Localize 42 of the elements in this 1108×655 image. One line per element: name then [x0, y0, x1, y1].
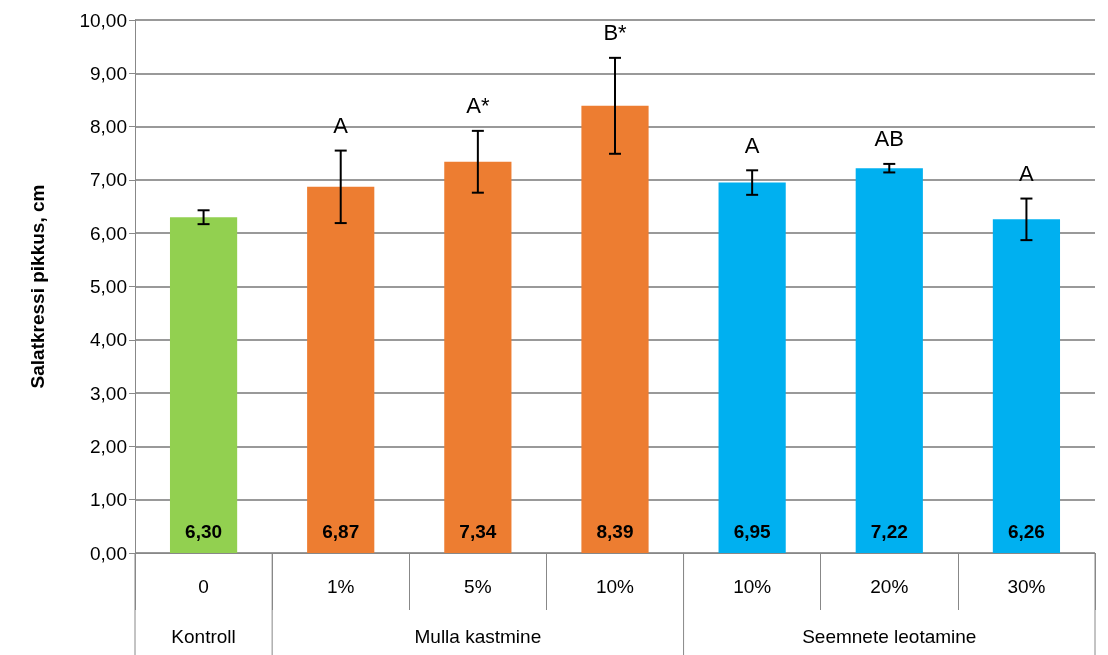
- data-label: 6,30: [185, 521, 223, 542]
- bar: [581, 105, 649, 553]
- bar: [855, 168, 923, 553]
- y-axis-title: Salatkressi pikkus, cm: [27, 184, 48, 389]
- annotation: A: [1019, 161, 1035, 187]
- x-tick-label: 5%: [464, 576, 492, 597]
- y-tick-label: 5,00: [90, 276, 127, 297]
- data-label: 6,87: [322, 521, 360, 542]
- annotation: AB: [874, 126, 904, 152]
- x-tick-label: 0: [198, 576, 209, 597]
- annotation: A*: [466, 93, 490, 119]
- bar: [718, 182, 786, 553]
- y-tick-label: 2,00: [90, 435, 127, 457]
- bar: [307, 186, 375, 553]
- bar: [992, 219, 1061, 553]
- y-tick-label: 6,00: [90, 222, 127, 244]
- bar: [444, 161, 512, 553]
- y-tick-label: 8,00: [90, 116, 127, 138]
- text: Kontroll: [171, 625, 236, 647]
- y-tick-label: 3,00: [90, 382, 127, 404]
- x-tick-label: 20%: [870, 576, 909, 597]
- x-tick-label: 30%: [1007, 576, 1046, 597]
- y-tick-label: 7,00: [90, 169, 127, 191]
- bar: [169, 217, 238, 553]
- data-label: 7,34: [459, 521, 497, 542]
- y-tick-label: 1,00: [90, 489, 127, 511]
- text: Seemnete leotamine: [802, 625, 977, 647]
- annotation: B*: [603, 20, 628, 46]
- x-tick-label: 1%: [326, 576, 355, 597]
- data-label: 8,39: [596, 521, 634, 542]
- data-label: 6,95: [733, 521, 772, 542]
- y-tick-label: 9,00: [90, 62, 127, 84]
- annotation: A: [744, 132, 760, 158]
- x-tick-label: 10%: [733, 576, 772, 597]
- y-tick-label: 0,00: [90, 542, 127, 564]
- text: Mulla kastmine: [414, 625, 542, 647]
- data-label: 7,22: [870, 521, 908, 542]
- x-tick-label: 10%: [595, 576, 635, 597]
- data-label: 6,26: [1007, 521, 1045, 542]
- y-tick-label: 4,00: [90, 329, 127, 351]
- annotation: A: [333, 113, 349, 139]
- y-tick-label: 10,00: [79, 9, 127, 31]
